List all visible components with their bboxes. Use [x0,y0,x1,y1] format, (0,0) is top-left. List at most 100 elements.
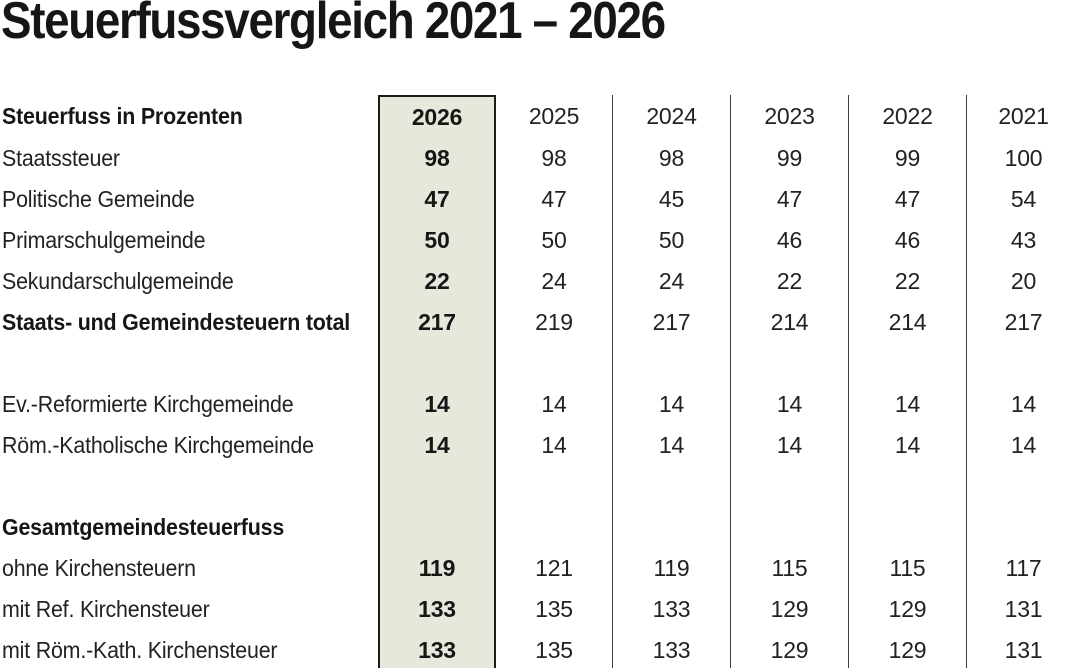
row-label: ohne Kirchensteuern [0,548,378,589]
value-cell-2021: 217 [966,302,1080,343]
value-cell-2025: 14 [541,432,567,458]
row-label-text: Röm.-Katholische Kirchgemeinde [2,432,314,458]
year-header-2025: 2025 [528,103,580,129]
year-header-2024: 2024 [612,95,730,138]
value-cell-2026: 47 [378,179,496,220]
value-cell-2026: 133 [378,589,496,630]
row-label: Politische Gemeinde [0,179,378,220]
value-cell-2021: 14 [966,384,1080,425]
row-label: Staats- und Gemeindesteuern total [0,302,378,343]
value-cell-2025: 24 [541,268,567,294]
value-cell-2023: 47 [730,179,848,220]
value-cell-2022: 22 [848,261,966,302]
row-label: Röm.-Katholische Kirchgemeinde [0,425,378,466]
year-header-2026: 2026 [378,95,496,138]
value-cell-2024: 50 [612,220,730,261]
value-cell-2021: 14 [966,425,1080,466]
row-label-text: Primarschulgemeinde [2,227,206,253]
row-label: mit Röm.-Kath. Kirchensteuer [0,630,378,668]
row-label-text: Gesamtgemeindesteuerfuss [2,514,285,540]
value-cell-2023 [730,343,848,384]
year-header-2021: 2021 [966,95,1080,138]
value-cell-2021 [966,343,1080,384]
value-cell-2021 [966,466,1080,507]
value-cell-2026: 119 [378,548,496,589]
value-cell-2025: 135 [535,637,573,663]
value-cell-2026 [378,507,496,548]
value-cell-2025 [496,507,612,548]
page-title: Steuerfussvergleich 2021 – 2026 [1,0,666,50]
header-label-text: Steuerfuss in Prozenten [2,103,243,129]
value-cell-2023: 115 [730,548,848,589]
value-cell-2026: 14 [378,425,496,466]
value-cell-2023 [730,466,848,507]
value-cell-2024: 217 [612,302,730,343]
value-cell-2026: 50 [378,220,496,261]
value-cell-2022 [848,466,966,507]
row-label-text: mit Röm.-Kath. Kirchensteuer [2,637,278,663]
value-cell-2026: 217 [378,302,496,343]
value-cell-2021: 100 [966,138,1080,179]
value-cell-2022: 129 [848,630,966,668]
value-cell-2023: 99 [730,138,848,179]
value-cell-2022: 14 [848,425,966,466]
value-cell-2025: 219 [535,309,573,335]
row-label [0,343,378,384]
value-cell-2021: 20 [966,261,1080,302]
value-cell-2022: 46 [848,220,966,261]
value-cell-2025: 121 [535,555,573,581]
value-cell-2024: 14 [612,425,730,466]
row-label-text: Staatssteuer [2,145,120,171]
value-cell-2025 [496,343,612,384]
value-cell-2022 [848,343,966,384]
value-cell-2025 [496,466,612,507]
year-header-2023: 2023 [730,95,848,138]
value-cell-2026: 133 [378,630,496,668]
value-cell-2023: 129 [730,589,848,630]
value-cell-2022: 214 [848,302,966,343]
value-cell-2026: 14 [378,384,496,425]
value-cell-2024: 45 [612,179,730,220]
value-cell-2022: 115 [848,548,966,589]
year-header-2022: 2022 [848,95,966,138]
value-cell-2025: 98 [541,145,567,171]
value-cell-2022: 47 [848,179,966,220]
value-cell-2023: 22 [730,261,848,302]
value-cell-2025: 14 [541,391,567,417]
value-cell-2021: 131 [966,630,1080,668]
value-cell-2026 [378,466,496,507]
value-cell-2024 [612,466,730,507]
value-cell-2026: 22 [378,261,496,302]
value-cell-2021: 117 [966,548,1080,589]
value-cell-2021: 43 [966,220,1080,261]
row-label: Ev.-Reformierte Kirchgemeinde [0,384,378,425]
value-cell-2023: 214 [730,302,848,343]
row-label-text: Politische Gemeinde [2,186,195,212]
value-cell-2021: 54 [966,179,1080,220]
value-cell-2022 [848,507,966,548]
value-cell-2024: 24 [612,261,730,302]
value-cell-2026: 98 [378,138,496,179]
row-label: Primarschulgemeinde [0,220,378,261]
value-cell-2024: 133 [612,630,730,668]
row-label-text: Ev.-Reformierte Kirchgemeinde [2,391,294,417]
value-cell-2023: 129 [730,630,848,668]
row-label-text: Sekundarschulgemeinde [2,268,234,294]
value-cell-2025: 50 [541,227,567,253]
value-cell-2024: 98 [612,138,730,179]
value-cell-2023: 46 [730,220,848,261]
value-cell-2026 [378,343,496,384]
value-cell-2021 [966,507,1080,548]
row-label [0,466,378,507]
tax-table: Steuerfuss in Prozenten 2026 2025 2024 2023 2… [0,95,1080,668]
value-cell-2022: 129 [848,589,966,630]
value-cell-2024: 14 [612,384,730,425]
row-label: Staatssteuer [0,138,378,179]
value-cell-2024: 133 [612,589,730,630]
value-cell-2021: 131 [966,589,1080,630]
value-cell-2023 [730,507,848,548]
row-label-text: Staats- und Gemeindesteuern total [2,309,351,335]
row-label-text: ohne Kirchensteuern [2,555,196,581]
value-cell-2023: 14 [730,384,848,425]
